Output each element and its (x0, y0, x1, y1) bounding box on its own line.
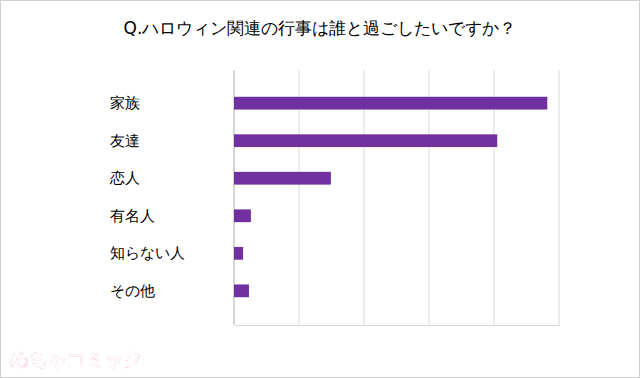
bar (234, 97, 547, 110)
bar (234, 209, 251, 222)
bar (234, 172, 331, 185)
category-labels: 家族友達恋人有名人知らない人その他 (109, 94, 185, 300)
title: Q.ハロウィン関連の行事は誰と過ごしたいですか？ (124, 18, 517, 38)
bar (234, 134, 497, 147)
x-axis-line (235, 325, 560, 326)
category-label: 有名人 (110, 207, 155, 225)
logo: めちゃコミック (10, 348, 143, 370)
chart: Q.ハロウィン関連の行事は誰と過ごしたいですか？ 家族友達恋人有名人知らない人その… (0, 0, 640, 378)
grid (234, 70, 559, 325)
category-label: その他 (110, 282, 155, 300)
bar (234, 247, 243, 260)
category-label: 知らない人 (110, 244, 185, 262)
bar (234, 284, 249, 297)
bars (234, 97, 547, 297)
x-axis (235, 325, 560, 327)
background (1, 1, 640, 378)
category-label: 家族 (110, 94, 140, 112)
category-label: 友達 (110, 132, 140, 150)
grid-line (559, 70, 560, 325)
category-label: 恋人 (109, 169, 140, 187)
